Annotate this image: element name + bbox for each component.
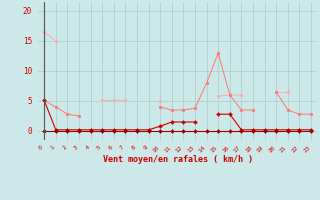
X-axis label: Vent moyen/en rafales ( km/h ): Vent moyen/en rafales ( km/h ): [103, 155, 252, 164]
